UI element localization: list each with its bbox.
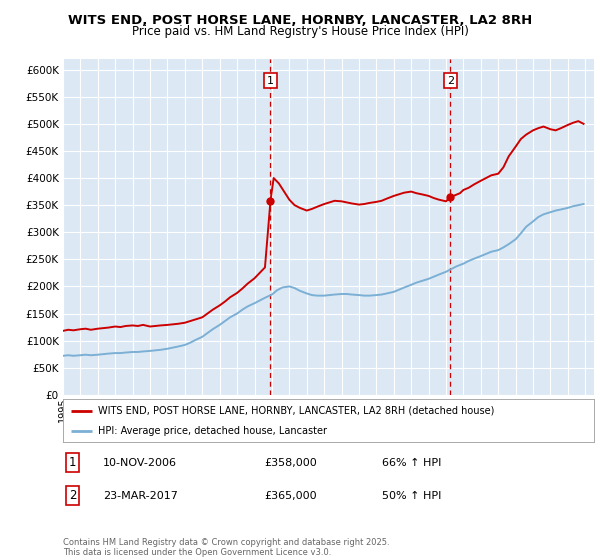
Text: Contains HM Land Registry data © Crown copyright and database right 2025.
This d: Contains HM Land Registry data © Crown c… (63, 538, 389, 557)
Text: 23-MAR-2017: 23-MAR-2017 (103, 491, 178, 501)
Text: 10-NOV-2006: 10-NOV-2006 (103, 458, 177, 468)
Text: 1: 1 (69, 456, 76, 469)
Text: Price paid vs. HM Land Registry's House Price Index (HPI): Price paid vs. HM Land Registry's House … (131, 25, 469, 38)
Text: WITS END, POST HORSE LANE, HORNBY, LANCASTER, LA2 8RH (detached house): WITS END, POST HORSE LANE, HORNBY, LANCA… (98, 405, 494, 416)
Text: HPI: Average price, detached house, Lancaster: HPI: Average price, detached house, Lanc… (98, 426, 326, 436)
Text: 1: 1 (267, 76, 274, 86)
Text: 2: 2 (69, 489, 76, 502)
Text: 2: 2 (447, 76, 454, 86)
Text: WITS END, POST HORSE LANE, HORNBY, LANCASTER, LA2 8RH: WITS END, POST HORSE LANE, HORNBY, LANCA… (68, 14, 532, 27)
Text: 66% ↑ HPI: 66% ↑ HPI (382, 458, 441, 468)
Text: £358,000: £358,000 (265, 458, 317, 468)
Text: 50% ↑ HPI: 50% ↑ HPI (382, 491, 441, 501)
Text: £365,000: £365,000 (265, 491, 317, 501)
